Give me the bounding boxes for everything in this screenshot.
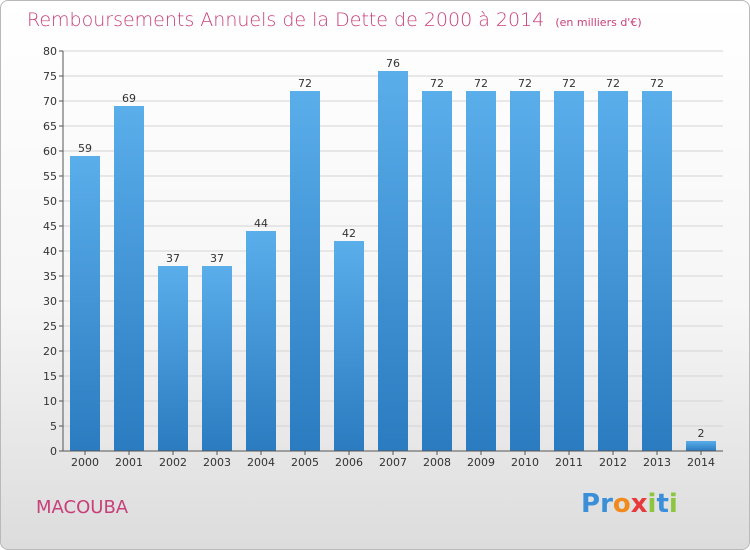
bar-2008	[422, 91, 452, 451]
y-tick-label: 35	[43, 270, 57, 283]
bar-2006	[334, 241, 364, 451]
chart-unit: (en milliers d'€)	[555, 16, 642, 29]
x-tick-label-2000: 2000	[71, 456, 99, 469]
bar-2005	[290, 91, 320, 451]
y-tick-label: 65	[43, 120, 57, 133]
bar-2009	[466, 91, 496, 451]
x-tick-label-2004: 2004	[247, 456, 275, 469]
bar-2002	[158, 266, 188, 451]
data-label-2007: 76	[386, 57, 400, 70]
y-tick-label: 25	[43, 320, 57, 333]
bar-2000	[70, 156, 100, 451]
x-tick-label-2008: 2008	[423, 456, 451, 469]
brand-letter: P	[581, 489, 601, 519]
labels-layer: 59 2000 69 2001 37 2002 37 2003 44 2004 72 2005 42 20…	[71, 57, 715, 469]
y-tick-label: 70	[43, 95, 57, 108]
axis-layer: 0 5 10 15 20 25 30 35 40 45 50 55 60 65 70 75 80	[43, 45, 723, 458]
x-tick-label-2010: 2010	[511, 456, 539, 469]
x-tick-label-2011: 2011	[555, 456, 583, 469]
y-tick-label: 50	[43, 195, 57, 208]
data-label-2011: 72	[562, 77, 576, 90]
bar-2011	[554, 91, 584, 451]
data-label-2014: 2	[698, 427, 705, 440]
y-tick-label: 15	[43, 370, 57, 383]
bar-2013	[642, 91, 672, 451]
y-tick-label: 45	[43, 220, 57, 233]
y-tick-label: 75	[43, 70, 57, 83]
data-label-2006: 42	[342, 227, 356, 240]
brand-letter: x	[630, 489, 648, 519]
chart-title: Remboursements Annuels de la Dette de 20…	[27, 9, 545, 31]
data-label-2009: 72	[474, 77, 488, 90]
data-label-2010: 72	[518, 77, 532, 90]
bar-2007	[378, 71, 408, 451]
data-label-2002: 37	[166, 252, 180, 265]
data-label-2008: 72	[430, 77, 444, 90]
y-tick-label: 20	[43, 345, 57, 358]
x-tick-label-2006: 2006	[335, 456, 363, 469]
x-tick-label-2014: 2014	[687, 456, 715, 469]
data-label-2013: 72	[650, 77, 664, 90]
brand-letter: i	[668, 489, 678, 519]
data-label-2003: 37	[210, 252, 224, 265]
x-tick-label-2002: 2002	[159, 456, 187, 469]
x-tick-label-2003: 2003	[203, 456, 231, 469]
y-tick-label: 30	[43, 295, 57, 308]
data-label-2005: 72	[298, 77, 312, 90]
y-tick-label: 55	[43, 170, 57, 183]
x-tick-label-2001: 2001	[115, 456, 143, 469]
bar-2010	[510, 91, 540, 451]
data-label-2004: 44	[254, 217, 268, 230]
y-tick-label: 10	[43, 395, 57, 408]
y-tick-label: 5	[50, 420, 57, 433]
bar-2012	[598, 91, 628, 451]
y-tick-label: 40	[43, 245, 57, 258]
x-tick-label-2007: 2007	[379, 456, 407, 469]
y-tick-label: 80	[43, 45, 57, 58]
brand-letter: o	[612, 489, 631, 519]
x-tick-label-2009: 2009	[467, 456, 495, 469]
brand-letter: t	[656, 489, 669, 519]
bar-2004	[246, 231, 276, 451]
brand-logo: Proxiti	[581, 489, 678, 519]
brand-letter: i	[647, 489, 657, 519]
data-label-2000: 59	[78, 142, 92, 155]
data-label-2001: 69	[122, 92, 136, 105]
x-tick-label-2005: 2005	[291, 456, 319, 469]
bar-2001	[114, 106, 144, 451]
bars-layer	[70, 71, 716, 451]
x-tick-label-2012: 2012	[599, 456, 627, 469]
title-line: Remboursements Annuels de la Dette de 20…	[27, 9, 642, 31]
bar-2003	[202, 266, 232, 451]
bar-2014	[686, 441, 716, 451]
x-tick-label-2013: 2013	[643, 456, 671, 469]
y-tick-label: 60	[43, 145, 57, 158]
brand-letter: r	[600, 489, 613, 519]
data-label-2012: 72	[606, 77, 620, 90]
y-tick-label: 0	[50, 445, 57, 458]
commune-name: MACOUBA	[36, 497, 129, 518]
